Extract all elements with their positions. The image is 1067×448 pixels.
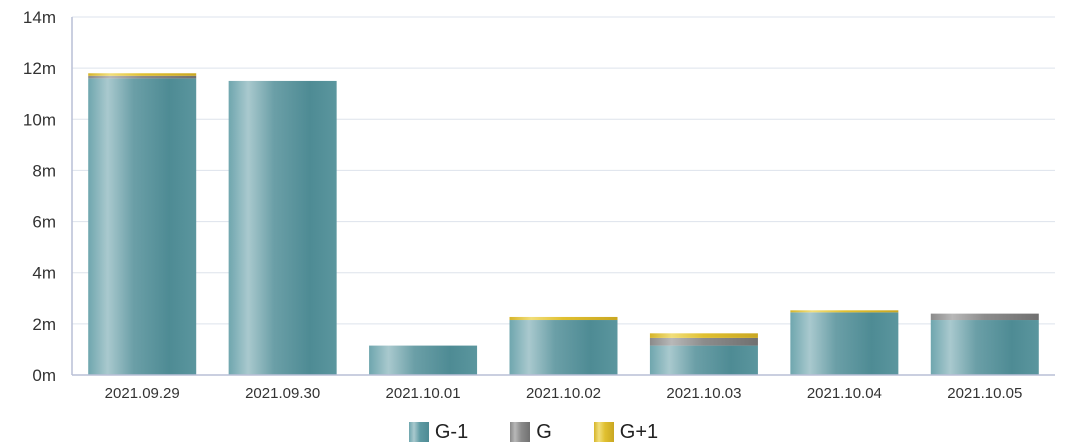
bar-g-1-2021.10.03[interactable]: [649, 345, 758, 375]
legend-label: G+1: [619, 420, 659, 443]
y-tick-label: 6m: [32, 213, 56, 232]
bar-g-1-2021.09.30[interactable]: [228, 80, 337, 375]
bar-g-2021.10.05[interactable]: [930, 313, 1039, 321]
x-tick-label: 2021.10.04: [807, 385, 882, 402]
y-tick-label: 2m: [32, 315, 56, 334]
x-tick-label: 2021.09.29: [105, 385, 180, 402]
legend-swatch: [510, 422, 531, 442]
legend-item-g-1[interactable]: G+1: [593, 420, 659, 444]
y-tick-label: 8m: [32, 161, 56, 180]
legend-label: G: [536, 420, 552, 443]
bar-g-2021.09.29[interactable]: [88, 75, 197, 79]
legend: G-1 G G+1: [0, 418, 1067, 446]
bar-g-1-2021.10.04[interactable]: [790, 310, 899, 313]
bars: [88, 73, 1039, 375]
chart-svg: 0m 2m 4m 6m 8m 10m 12m 14m 2021.09.29 2021.09.30…: [23, 8, 1055, 402]
y-tick-label: 4m: [32, 264, 56, 283]
bar-g-1-2021.10.02[interactable]: [509, 320, 618, 375]
legend-swatch: [408, 422, 429, 442]
bar-g-1-2021.10.02[interactable]: [509, 316, 618, 321]
legend-swatch: [593, 422, 614, 442]
y-tick-label: 12m: [23, 59, 56, 78]
y-tick-label: 10m: [23, 110, 56, 129]
x-tick-label: 2021.10.03: [666, 385, 741, 402]
y-tick-label: 14m: [23, 8, 56, 27]
x-tick-label: 2021.09.30: [245, 385, 320, 402]
legend-label: G-1: [434, 420, 469, 443]
bar-g-2021.10.03[interactable]: [649, 337, 758, 346]
x-tick-label: 2021.10.05: [947, 385, 1022, 402]
y-axis: 0m 2m 4m 6m 8m 10m 12m 14m: [23, 8, 73, 385]
y-tick-label: 0m: [32, 366, 56, 385]
legend-item-g[interactable]: G: [510, 421, 552, 444]
bar-g-1-2021.10.05[interactable]: [930, 320, 1039, 375]
bar-g-1-2021.10.01[interactable]: [369, 345, 478, 375]
gridlines: [72, 16, 1055, 325]
bar-g-1-2021.10.04[interactable]: [790, 312, 899, 375]
bar-g-1-2021.09.29[interactable]: [88, 73, 197, 76]
x-tick-label: 2021.10.02: [526, 385, 601, 402]
legend-item-g-1[interactable]: G-1: [408, 420, 469, 444]
bar-g-1-2021.10.03[interactable]: [649, 333, 758, 338]
x-tick-label: 2021.10.01: [386, 385, 461, 402]
bar-g-1-2021.09.29[interactable]: [88, 78, 197, 375]
x-axis: 2021.09.29 2021.09.30 2021.10.01 2021.10.02…: [72, 374, 1055, 402]
